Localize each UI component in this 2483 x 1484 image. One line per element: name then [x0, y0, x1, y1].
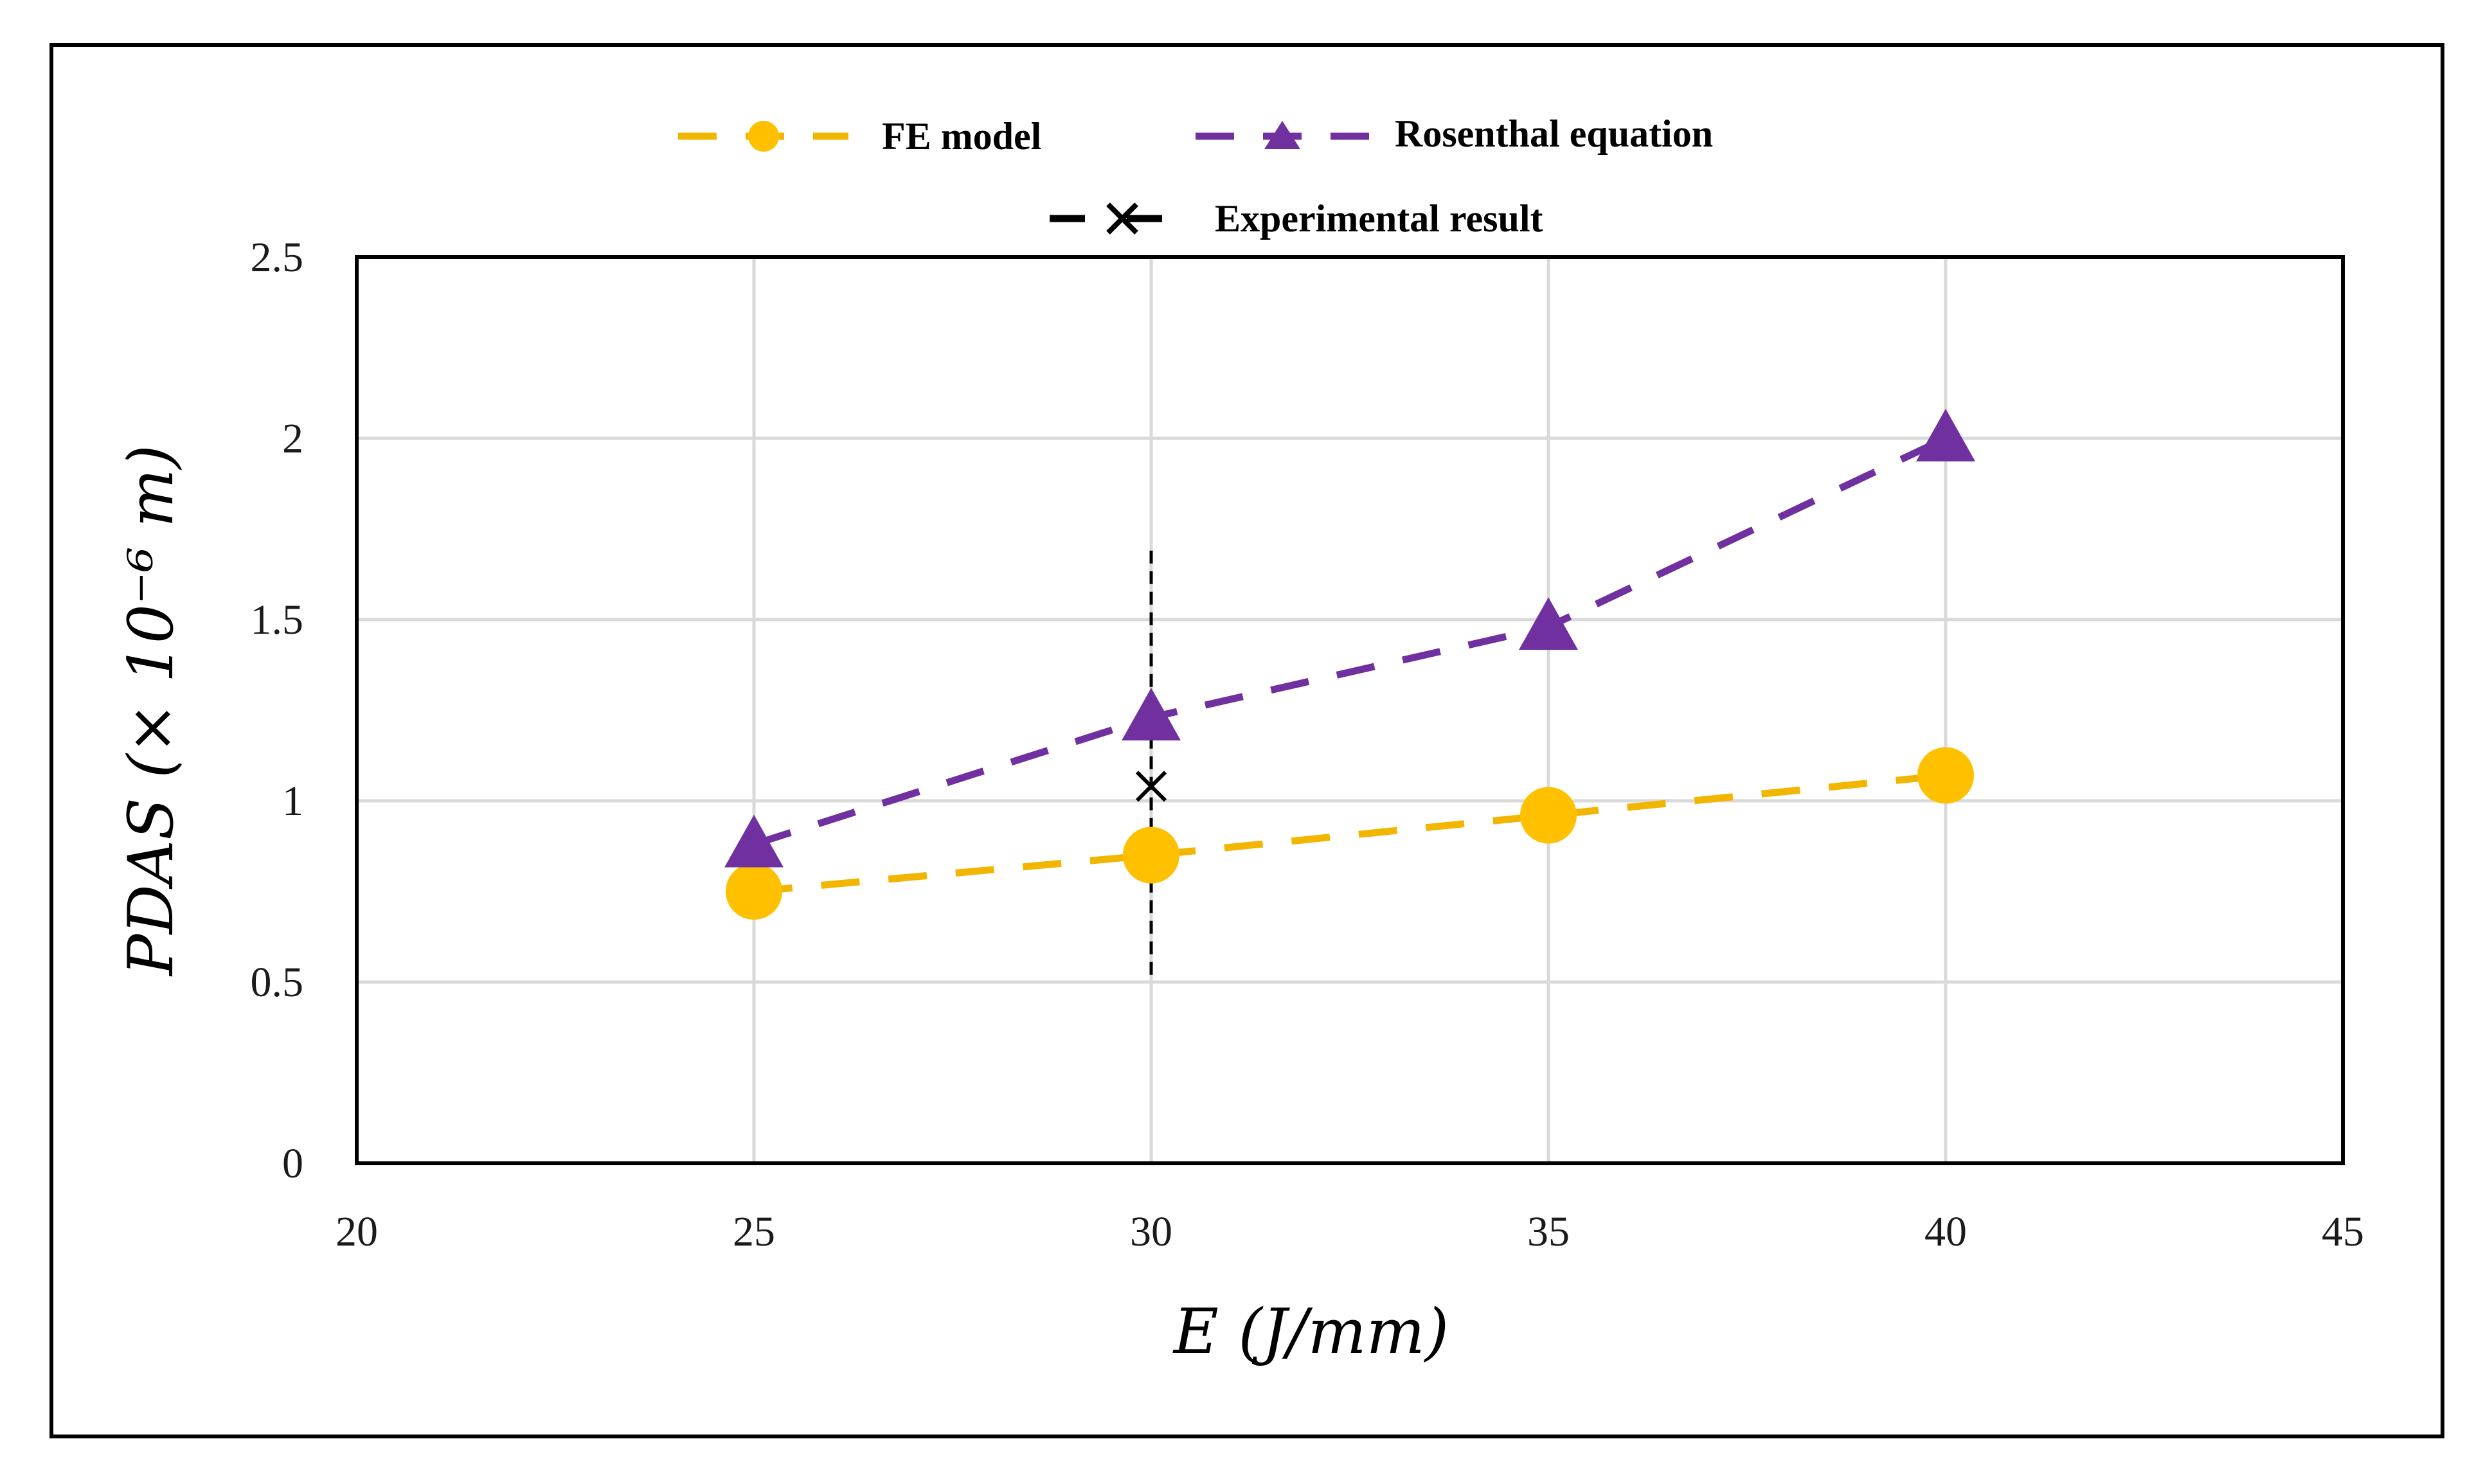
series-layer — [724, 409, 1975, 975]
x-axis-label: E (J/mm) — [1172, 1296, 1449, 1368]
grid — [357, 257, 2343, 1163]
legend-label-rosenthal: Rosenthal equation — [1395, 112, 1713, 155]
plot-area — [355, 255, 2345, 1165]
y-tick-label: 0 — [282, 1140, 303, 1187]
y-axis-label: PDAS (× 10⁻⁶ m) — [115, 445, 187, 977]
data-point — [1916, 409, 1975, 461]
legend: FE model Rosenthal equation Experimental… — [678, 112, 1713, 240]
y-tick-label: 2 — [282, 415, 303, 462]
legend-item-fe-model: FE model — [678, 115, 1041, 157]
data-point — [726, 863, 782, 920]
x-tick-label: 30 — [1130, 1208, 1172, 1255]
legend-item-rosenthal: Rosenthal equation — [1196, 112, 1713, 155]
data-point — [724, 814, 784, 868]
data-point — [1520, 787, 1577, 844]
x-tick-label: 45 — [2322, 1208, 2364, 1255]
x-tick-label: 35 — [1527, 1208, 1570, 1255]
x-tick-label: 25 — [733, 1208, 775, 1255]
y-tick-label: 2.5 — [251, 234, 304, 281]
tick-labels: 20 25 30 35 40 45 0 0.5 1 1.5 2 2.5 — [251, 234, 2365, 1255]
data-point — [1122, 688, 1181, 741]
data-point — [1123, 827, 1179, 884]
legend-marker-circle-icon — [748, 121, 779, 152]
legend-label-experimental: Experimental result — [1215, 197, 1543, 240]
legend-marker-triangle-icon — [1264, 121, 1300, 149]
x-tick-label: 40 — [1924, 1208, 1967, 1255]
y-tick-label: 0.5 — [251, 959, 304, 1006]
series-line-rosenthal — [753, 435, 1948, 848]
x-tick-label: 20 — [336, 1208, 378, 1255]
data-point — [1519, 597, 1578, 650]
data-point-stroke — [1135, 771, 1167, 802]
data-point — [1135, 771, 1167, 802]
y-tick-label: 1 — [282, 778, 303, 825]
legend-item-experimental: Experimental result — [1050, 197, 1543, 240]
data-point — [1917, 747, 1974, 804]
y-tick-label: 1.5 — [251, 596, 304, 643]
legend-marker-cross-icon — [1106, 202, 1138, 235]
series-line-fe-model — [753, 772, 1946, 895]
figure-frame — [49, 43, 2444, 1438]
legend-label-fe-model: FE model — [882, 115, 1041, 157]
